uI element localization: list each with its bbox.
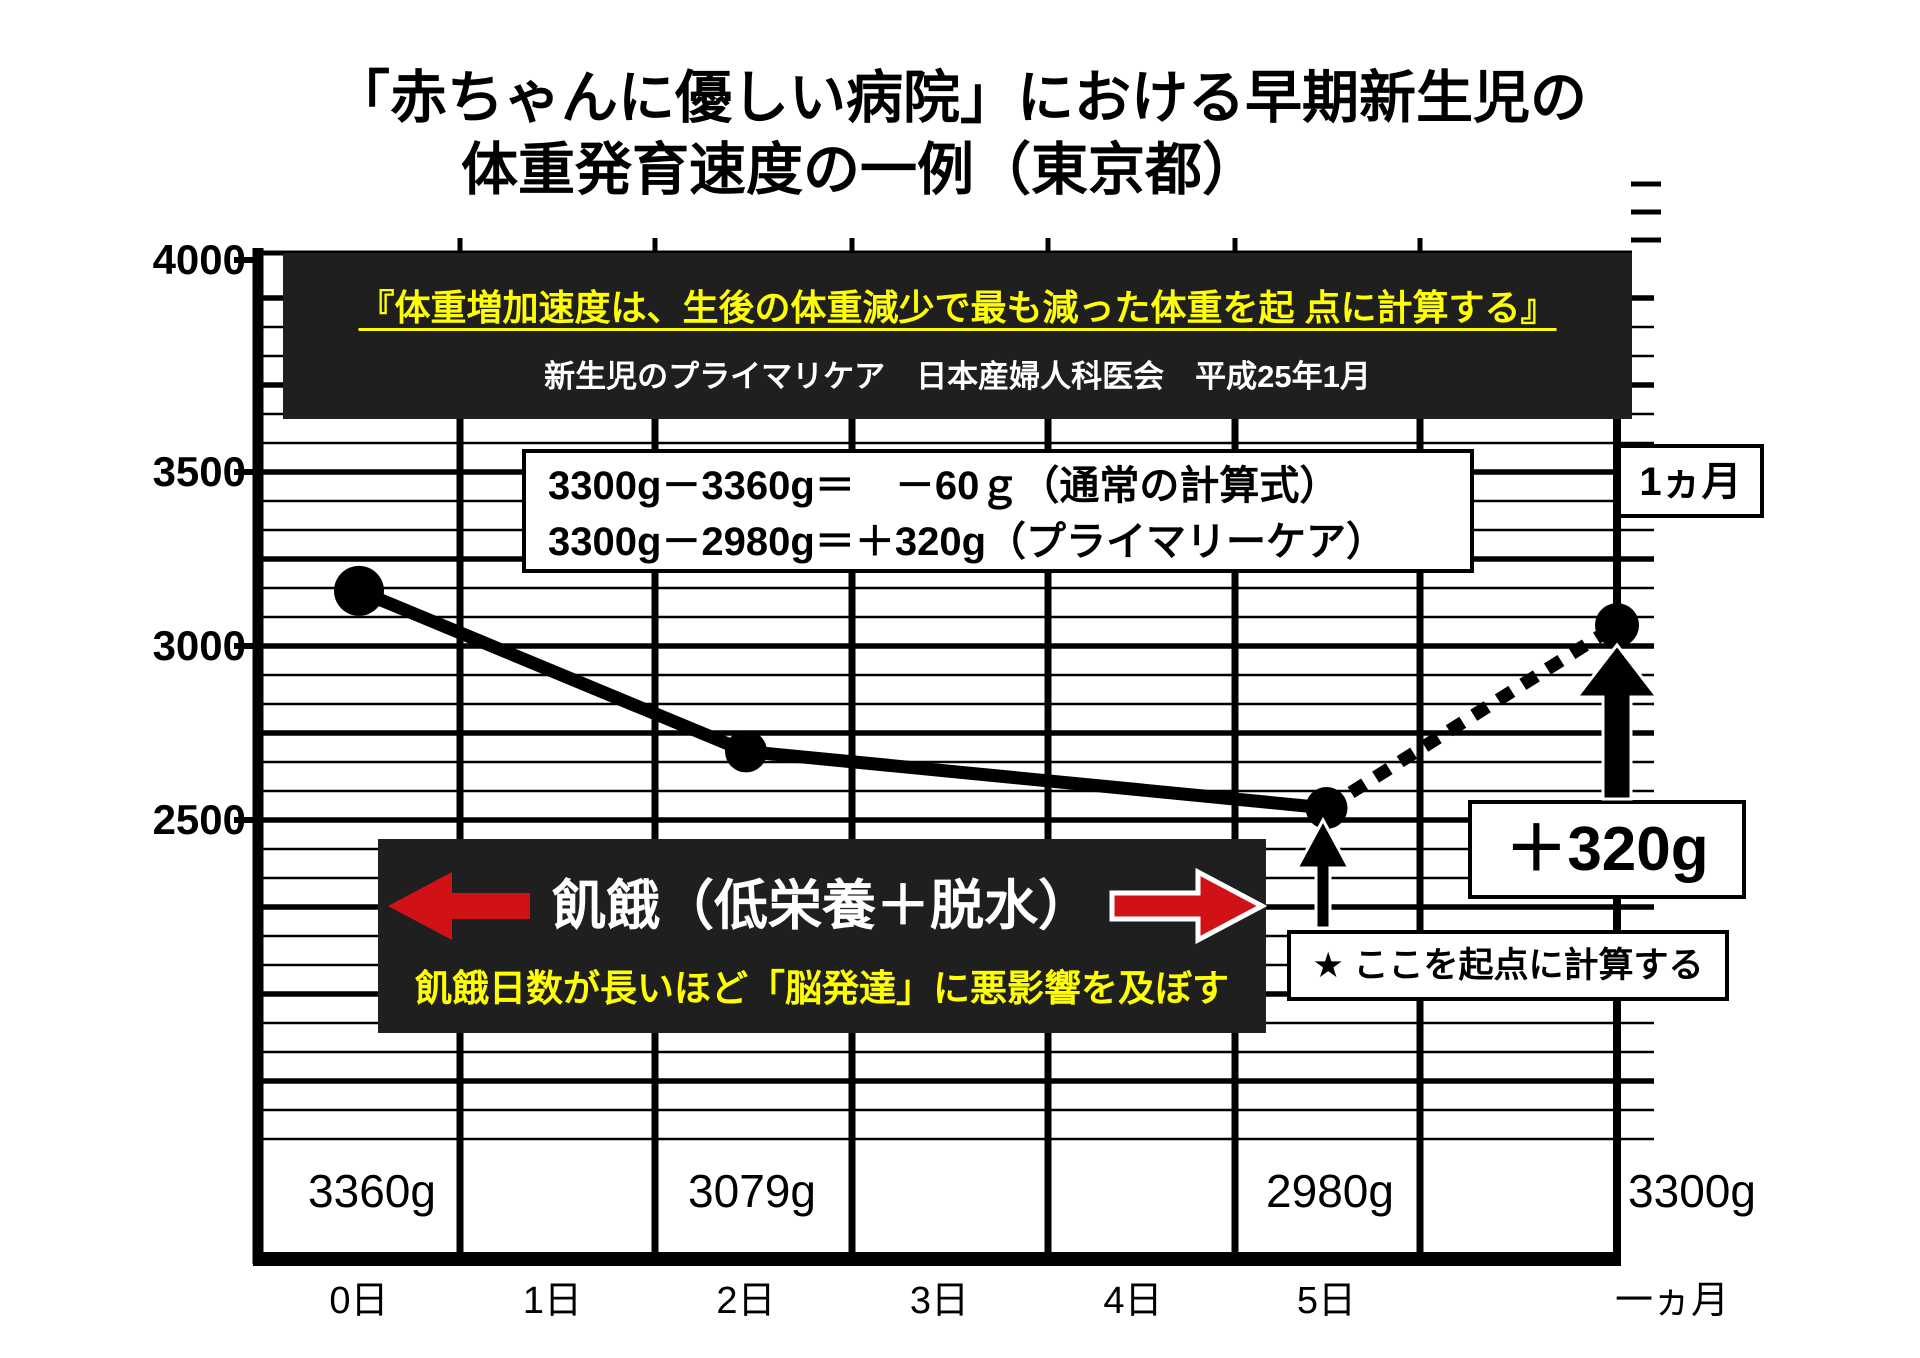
starvation-panel: 飢餓（低栄養＋脱水） 飢餓日数が長いほど「脳発達」に悪影響を及ぼす [378, 839, 1266, 1033]
quote-source-text: 新生児のプライマリケア 日本産婦人科医会 平成25年1月 [544, 359, 1371, 394]
x-axis-tick-label: 1日 [523, 1280, 582, 1322]
series-line-observed [356, 584, 1328, 815]
weight-value-label: 3360g [308, 1165, 436, 1217]
x-axis-tick-label: 4日 [1103, 1280, 1162, 1322]
starvation-subline: 飢餓日数が長いほど「脳発達」に悪影響を及ぼす [415, 968, 1229, 1009]
page-title-line2: 体重発育速度の一例（東京都） [461, 138, 1259, 202]
calculation-line2: 3300g－2980g＝＋320g（プライマリーケア） [548, 520, 1387, 564]
y-axis-tick-label: 2500 [153, 796, 246, 843]
y-axis-tick-label: 3500 [153, 448, 246, 495]
x-axis-tick-label: 5日 [1297, 1280, 1356, 1322]
quote-panel: 『体重増加速度は、生後の体重減少で最も減った体重を起 点に計算する』 新生児のプ… [283, 253, 1632, 419]
weight-value-label: 3079g [688, 1165, 816, 1217]
calculation-line1: 3300g－3360g＝ －60ｇ（通常の計算式） [548, 464, 1340, 508]
x-axis-tick-label: 0日 [329, 1280, 388, 1322]
starvation-headline: 飢餓（低栄養＋脱水） [552, 876, 1092, 936]
origin-up-arrow-icon [1294, 816, 1352, 930]
series-line-projected [1323, 619, 1621, 814]
x-axis-tick-label: 一ヵ月 [1615, 1280, 1729, 1322]
calculation-box: 3300g－3360g＝ －60ｇ（通常の計算式） 3300g－2980g＝＋3… [522, 449, 1474, 573]
y-axis-tick-label: 4000 [153, 236, 246, 283]
one-month-box: 1ヵ月 [1617, 444, 1764, 518]
x-axis-tick-label: 3日 [910, 1280, 969, 1322]
origin-note-box: ★ ここを起点に計算する [1287, 930, 1729, 1001]
data-point-dot [1305, 787, 1348, 829]
gain-up-arrow-icon [1573, 642, 1661, 801]
page-title-line1: 「赤ちゃんに優しい病院」における早期新生児の [333, 66, 1587, 130]
quote-highlight-text: 『体重増加速度は、生後の体重減少で最も減った体重を起 点に計算する』 [358, 287, 1557, 328]
weight-value-label: 3300g [1628, 1165, 1756, 1217]
page-title: 「赤ちゃんに優しい病院」における早期新生児の 体重発育速度の一例（東京都） [0, 62, 1920, 206]
weight-value-label: 2980g [1266, 1165, 1394, 1217]
data-point-dot [334, 565, 384, 616]
starvation-left-arrow-icon [388, 872, 530, 940]
gain-callout-box: ＋320g [1468, 800, 1746, 899]
data-point-dot [1595, 603, 1639, 648]
data-point-dot [725, 730, 767, 773]
y-axis-tick-label: 3000 [153, 622, 246, 669]
x-axis-tick-label: 2日 [716, 1280, 775, 1322]
starvation-right-arrow-icon [1109, 867, 1268, 945]
